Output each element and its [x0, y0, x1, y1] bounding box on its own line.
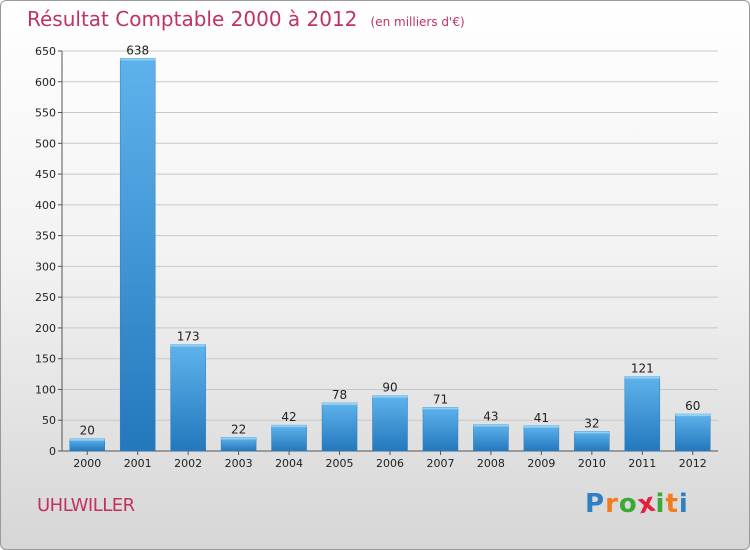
value-label-2011: 121	[631, 362, 654, 376]
value-label-2001: 638	[126, 43, 149, 57]
labels: 0 50 100 150 200 250 300 350 400 450 500 550 600 650 2…	[35, 43, 707, 470]
bar-2007	[422, 407, 459, 452]
bar-highlight	[221, 437, 257, 440]
bar-2011	[624, 376, 661, 452]
bar-highlight	[322, 403, 358, 405]
bar-highlight	[120, 58, 156, 61]
y-tick-label: 100	[35, 383, 56, 396]
logo-letter: o	[618, 489, 638, 519]
chart-title: Résultat Comptable 2000 à 2012	[27, 7, 358, 31]
bar-highlight	[170, 344, 206, 347]
y-tick-label: 400	[35, 199, 56, 212]
y-tick-label: 350	[35, 230, 56, 243]
value-label-2004: 42	[281, 410, 296, 424]
value-label-2003: 22	[231, 422, 246, 436]
title-row: Résultat Comptable 2000 à 2012 (en milli…	[27, 7, 465, 31]
bar-highlight	[574, 431, 610, 434]
value-label-2006: 90	[382, 381, 397, 395]
bar-2005	[321, 402, 358, 452]
x-tick-label-2001: 2001	[124, 457, 152, 470]
x-tick-label-2000: 2000	[73, 457, 101, 470]
x-tick-label-2006: 2006	[376, 457, 404, 470]
bar-2012	[675, 413, 711, 452]
x-tick-label-2003: 2003	[225, 457, 253, 470]
bar-2008	[473, 424, 509, 452]
value-label-2005: 78	[332, 388, 347, 402]
bar-2004	[271, 424, 307, 452]
y-tick-label: 650	[35, 45, 56, 58]
logo-letter: P	[585, 489, 606, 519]
x-tick-label-2012: 2012	[679, 457, 707, 470]
logo-letter: i	[678, 489, 689, 519]
grid-lines	[62, 50, 718, 421]
proxiti-logo: Proxiti	[585, 487, 689, 520]
x-tick-label-2005: 2005	[326, 457, 354, 470]
bar-highlight	[675, 414, 711, 417]
bar-highlight	[271, 425, 307, 428]
y-tick-label: 50	[42, 414, 56, 427]
x-tick-label-2007: 2007	[426, 457, 454, 470]
x-tick-label-2011: 2011	[628, 457, 656, 470]
bar-2001	[119, 58, 156, 452]
commune-name: UHLWILLER	[37, 495, 135, 516]
bar-highlight	[422, 407, 458, 410]
bars	[69, 58, 711, 452]
bar-2009	[523, 425, 560, 452]
y-tick-label: 150	[35, 353, 56, 366]
x-tick-label-2010: 2010	[578, 457, 606, 470]
logo-letter: i	[655, 489, 666, 519]
value-label-2008: 43	[483, 410, 498, 424]
bar-2006	[372, 395, 408, 452]
value-label-2010: 32	[584, 416, 599, 430]
y-tick-label: 450	[35, 168, 56, 181]
x-tick-label-2009: 2009	[527, 457, 555, 470]
logo-letter: t	[665, 489, 679, 519]
bar-2002	[170, 344, 206, 452]
y-tick-label: 0	[49, 445, 56, 458]
bar-2010	[574, 431, 610, 452]
y-tick-label: 250	[35, 291, 56, 304]
bar-highlight	[473, 424, 509, 427]
bar-2003	[220, 437, 257, 452]
bar-highlight	[372, 395, 408, 398]
value-label-2002: 173	[177, 330, 200, 344]
x-tick-label-2008: 2008	[477, 457, 505, 470]
value-label-2000: 20	[80, 424, 95, 438]
value-label-2007: 71	[433, 392, 448, 406]
y-tick-label: 550	[35, 107, 56, 120]
y-tick-label: 600	[35, 76, 56, 89]
logo-letter: r	[605, 489, 619, 519]
y-tick-label: 300	[35, 260, 56, 273]
x-tick-label-2002: 2002	[174, 457, 202, 470]
bar-highlight	[624, 376, 660, 379]
bar-highlight	[523, 425, 559, 428]
y-tick-label: 500	[35, 137, 56, 150]
value-label-2012: 60	[685, 399, 700, 413]
x-tick-label-2004: 2004	[275, 457, 303, 470]
y-tick-label: 200	[35, 322, 56, 335]
chart-unit-label: (en milliers d'€)	[370, 15, 465, 29]
value-label-2009: 41	[534, 411, 549, 425]
bar-highlight	[69, 438, 105, 441]
